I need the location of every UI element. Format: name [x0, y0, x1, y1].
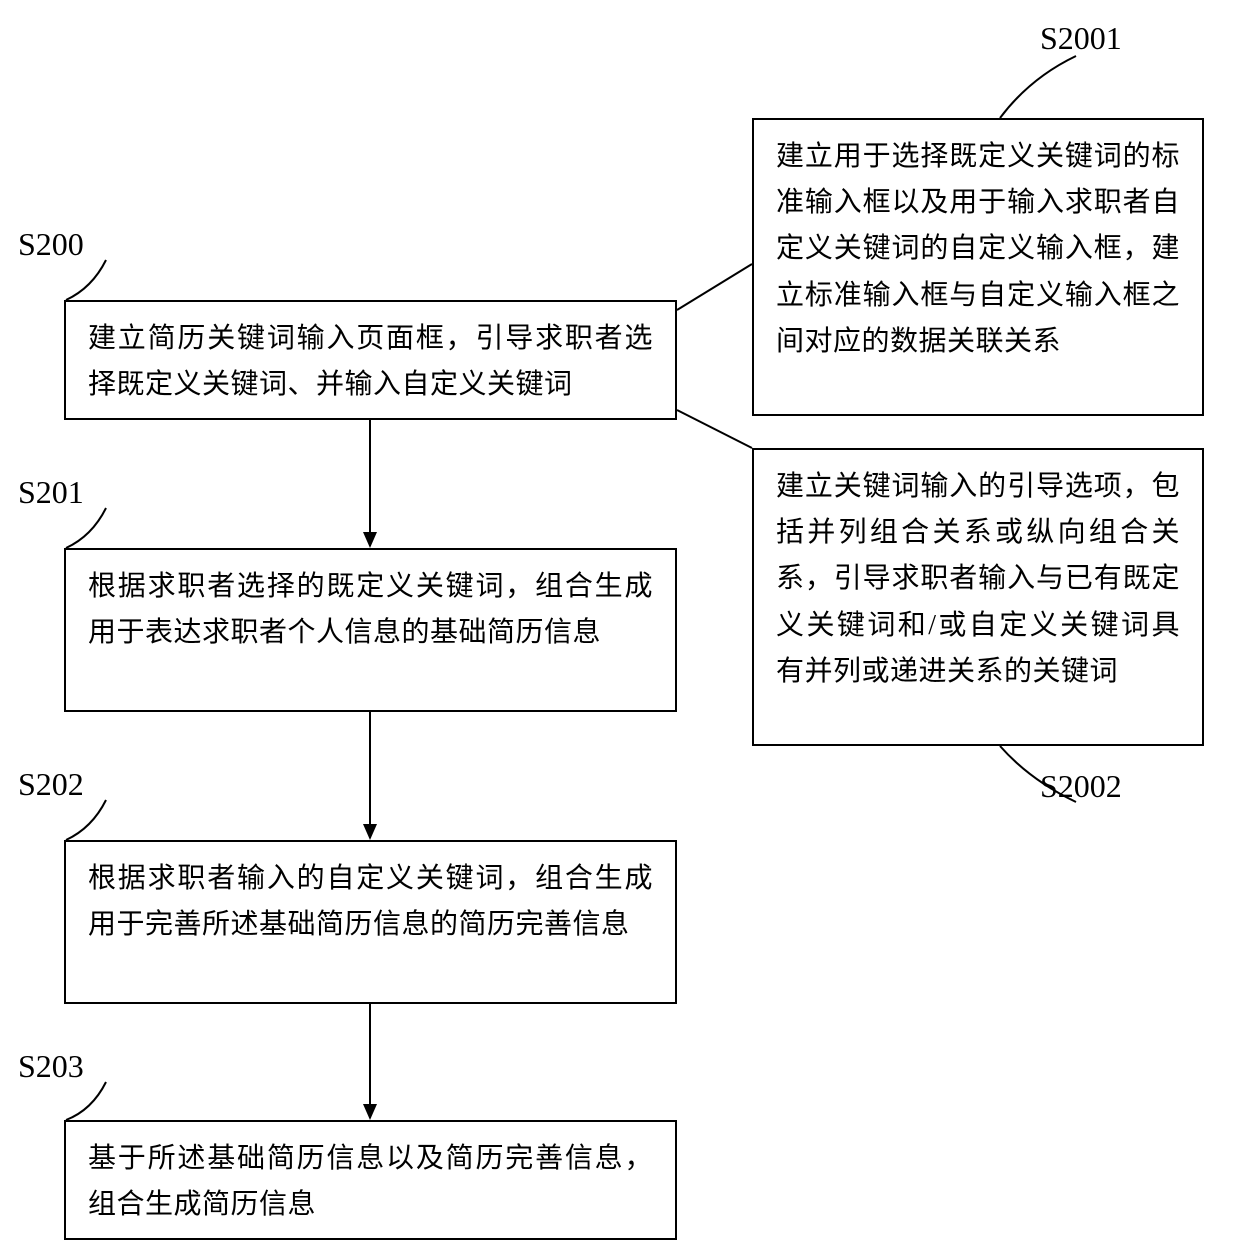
- label-s200: S200: [18, 226, 84, 263]
- node-s202: 根据求职者输入的自定义关键词，组合生成用于完善所述基础简历信息的简历完善信息: [64, 840, 677, 1004]
- label-s2002: S2002: [1040, 768, 1122, 805]
- node-s2001: 建立用于选择既定义关键词的标准输入框以及用于输入求职者自定义关键词的自定义输入框…: [752, 118, 1204, 416]
- node-s2002-text: 建立关键词输入的引导选项，包括并列组合关系或纵向组合关系，引导求职者输入与已有既…: [776, 471, 1180, 687]
- node-s201: 根据求职者选择的既定义关键词，组合生成用于表达求职者个人信息的基础简历信息: [64, 548, 677, 712]
- node-s200: 建立简历关键词输入页面框，引导求职者选择既定义关键词、并输入自定义关键词: [64, 300, 677, 420]
- node-s201-text: 根据求职者选择的既定义关键词，组合生成用于表达求职者个人信息的基础简历信息: [88, 571, 653, 648]
- label-s201: S201: [18, 474, 84, 511]
- node-s202-text: 根据求职者输入的自定义关键词，组合生成用于完善所述基础简历信息的简历完善信息: [88, 863, 653, 940]
- label-s2001: S2001: [1040, 20, 1122, 57]
- label-s203: S203: [18, 1048, 84, 1085]
- node-s203-text: 基于所述基础简历信息以及简历完善信息，组合生成简历信息: [88, 1143, 653, 1220]
- node-s203: 基于所述基础简历信息以及简历完善信息，组合生成简历信息: [64, 1120, 677, 1240]
- flowchart-canvas: 建立简历关键词输入页面框，引导求职者选择既定义关键词、并输入自定义关键词 根据求…: [0, 0, 1240, 1253]
- node-s2002: 建立关键词输入的引导选项，包括并列组合关系或纵向组合关系，引导求职者输入与已有既…: [752, 448, 1204, 746]
- node-s200-text: 建立简历关键词输入页面框，引导求职者选择既定义关键词、并输入自定义关键词: [88, 323, 653, 400]
- label-s202: S202: [18, 766, 84, 803]
- node-s2001-text: 建立用于选择既定义关键词的标准输入框以及用于输入求职者自定义关键词的自定义输入框…: [776, 141, 1180, 357]
